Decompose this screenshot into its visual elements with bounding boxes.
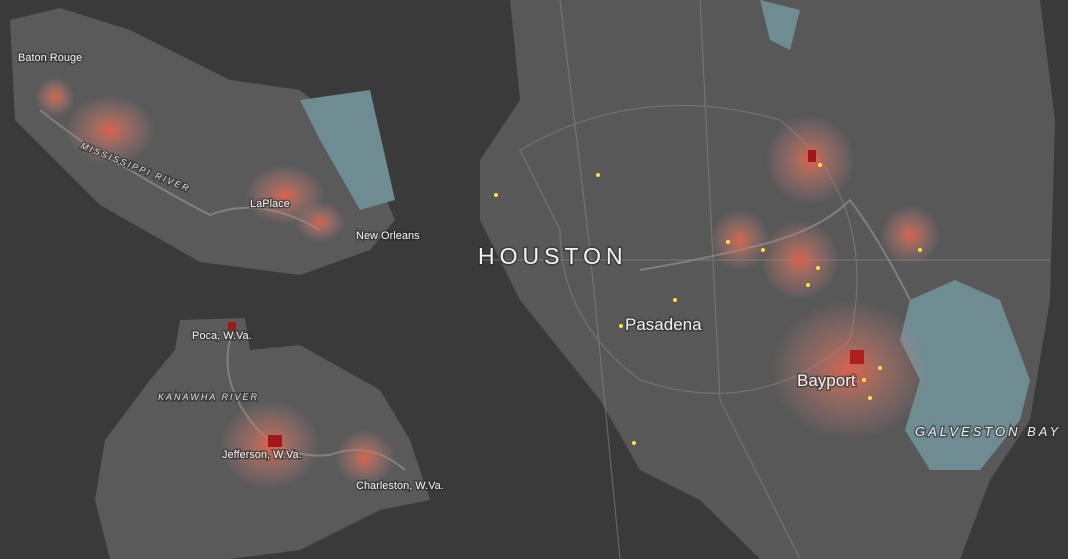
facility xyxy=(878,366,882,370)
hotspot xyxy=(880,205,940,265)
facility xyxy=(632,441,636,445)
hotspot xyxy=(335,430,395,486)
louisiana-region xyxy=(10,8,395,275)
hotspot xyxy=(710,210,770,270)
facility xyxy=(673,298,677,302)
place-label: New Orleans xyxy=(356,230,420,242)
city-label: HOUSTON xyxy=(478,243,628,269)
hotspot xyxy=(770,300,930,440)
houston-region xyxy=(480,0,1055,559)
facility xyxy=(596,173,600,177)
hotspot xyxy=(760,220,840,300)
facility xyxy=(862,378,866,382)
water-label: GALVESTON BAY xyxy=(915,424,1061,439)
hotspot-cell xyxy=(228,322,236,330)
facility xyxy=(818,163,822,167)
hotspot xyxy=(35,77,75,117)
lake xyxy=(760,0,800,50)
place-label: Poca, W.Va. xyxy=(192,330,252,342)
place-label: Pasadena xyxy=(625,315,702,334)
galveston-bay xyxy=(900,280,1030,470)
hotspot xyxy=(295,202,345,242)
hotspot-cell xyxy=(850,350,864,364)
facility xyxy=(726,240,730,244)
lake-pontchartrain xyxy=(300,90,395,210)
facility xyxy=(619,324,623,328)
west-virginia-region xyxy=(95,318,430,559)
facility xyxy=(761,248,765,252)
place-label: Bayport xyxy=(797,371,856,390)
facility xyxy=(816,266,820,270)
facility xyxy=(806,283,810,287)
river-label: KANAWHA RIVER xyxy=(158,392,259,402)
hotspot-cell xyxy=(808,150,816,162)
hotspot-cell xyxy=(268,435,282,447)
facility xyxy=(494,193,498,197)
hotspot xyxy=(65,95,155,165)
place-label: Jefferson, W.Va. xyxy=(222,449,302,461)
place-label: Baton Rouge xyxy=(18,52,82,64)
place-label: LaPlace xyxy=(250,198,290,210)
facility xyxy=(918,248,922,252)
facility xyxy=(868,396,872,400)
place-label: Charleston, W.Va. xyxy=(356,480,444,492)
